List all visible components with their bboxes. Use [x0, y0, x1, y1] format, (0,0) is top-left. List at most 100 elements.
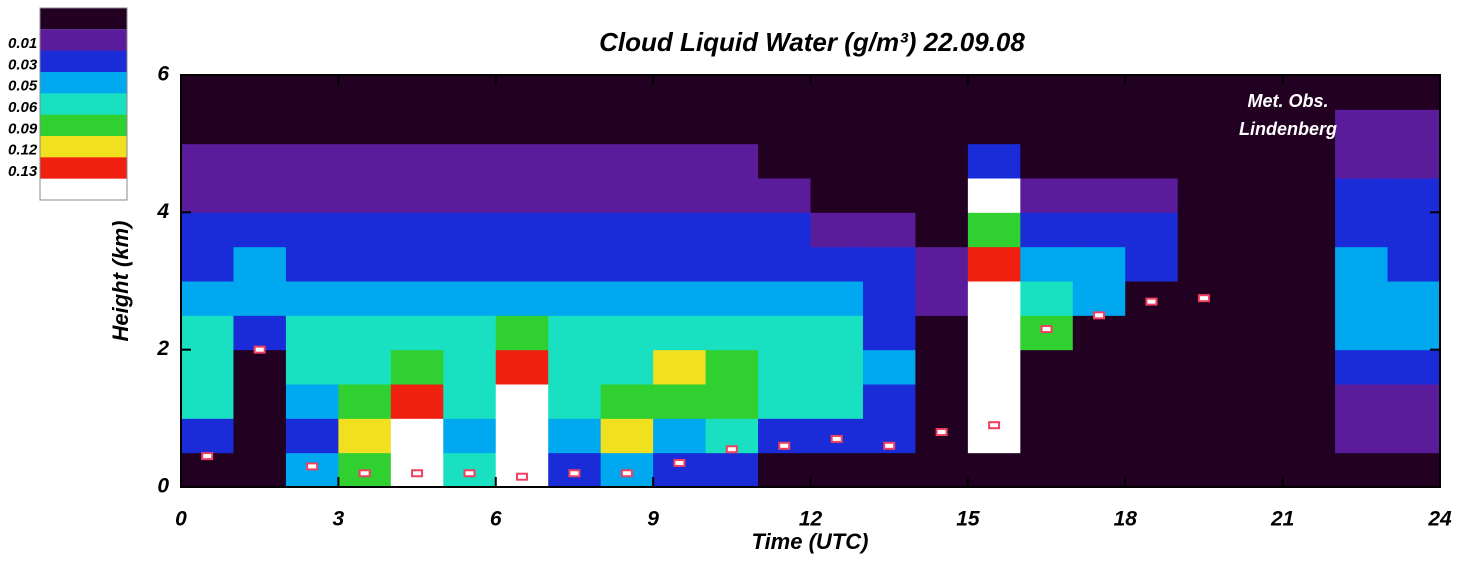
heat-cell — [1072, 109, 1126, 145]
heat-cell — [810, 349, 864, 385]
colorbar-band — [40, 93, 127, 116]
heat-cell — [705, 109, 759, 145]
colorbar-band — [40, 157, 127, 180]
heat-cell — [1072, 281, 1126, 316]
heat-cell — [390, 178, 444, 213]
heat-cell — [233, 212, 287, 248]
heat-cell — [443, 178, 497, 213]
heat-cell — [1072, 452, 1126, 488]
heat-cell — [1177, 384, 1231, 419]
heat-cell — [1020, 178, 1074, 213]
heat-cell — [862, 109, 916, 145]
heat-cell — [1387, 109, 1441, 145]
heat-cell — [1387, 178, 1441, 213]
colorbar-label: 0.06 — [8, 99, 38, 116]
heat-cell — [390, 384, 444, 419]
heat-cell — [390, 212, 444, 248]
heat-cell — [653, 109, 707, 145]
heat-cell — [1230, 349, 1284, 385]
heat-cell — [1125, 246, 1179, 282]
heat-cell — [338, 143, 392, 179]
heat-cell — [600, 349, 654, 385]
heat-cell — [1125, 384, 1179, 419]
heat-cell — [285, 178, 339, 213]
cloud-base-marker — [935, 428, 948, 437]
heat-cell — [548, 75, 602, 110]
colorbar-frame — [39, 7, 128, 201]
heat-cell — [600, 281, 654, 316]
heat-cell — [495, 109, 549, 145]
heat-cell — [233, 349, 287, 385]
heat-cell — [967, 178, 1021, 213]
heat-cell — [1282, 75, 1336, 110]
cloud-base-marker — [358, 469, 371, 478]
heat-cell — [390, 418, 444, 454]
annotation: Met. Obs. — [1247, 91, 1328, 111]
heat-cell — [443, 315, 497, 351]
heat-cell — [653, 143, 707, 179]
colorbar-label: 0.12 — [8, 142, 38, 159]
heat-cell — [1072, 75, 1126, 110]
heat-cell — [1230, 178, 1284, 213]
heat-cell — [758, 75, 811, 110]
cloud-base-marker — [830, 434, 843, 443]
heat-cell — [233, 384, 287, 419]
heat-cell — [338, 246, 392, 282]
heat-cell — [967, 75, 1021, 110]
y-axis-label: Height (km) — [108, 221, 133, 342]
heat-cell — [862, 246, 916, 282]
heat-cell — [705, 349, 759, 385]
heat-cell — [443, 281, 497, 316]
heat-cell — [1282, 246, 1336, 282]
heat-cell — [810, 315, 864, 351]
heat-cell — [862, 178, 916, 213]
heat-cell — [1282, 315, 1336, 351]
heat-cell — [181, 384, 234, 419]
heat-cell — [653, 384, 707, 419]
heat-cell — [1125, 143, 1179, 179]
heat-cell — [758, 212, 811, 248]
heat-cell — [1387, 212, 1441, 248]
heat-cell — [390, 349, 444, 385]
heat-cell — [338, 212, 392, 248]
heat-cell — [495, 349, 549, 385]
colorbar-under — [40, 8, 127, 30]
heat-cell — [967, 281, 1021, 316]
heat-cell — [862, 315, 916, 351]
heat-cell — [758, 246, 811, 282]
heat-cell — [1387, 418, 1441, 454]
heat-cell — [443, 109, 497, 145]
heat-cell — [1020, 349, 1074, 385]
heat-cell — [915, 315, 969, 351]
heat-cell — [1177, 246, 1231, 282]
heat-cell — [1177, 143, 1231, 179]
heat-cell — [758, 315, 811, 351]
cloud-base-marker — [515, 472, 528, 481]
heat-cell — [233, 178, 287, 213]
heat-cell — [1230, 315, 1284, 351]
heat-cell — [1230, 143, 1284, 179]
heat-cell — [1335, 178, 1389, 213]
heat-cell — [1020, 418, 1074, 454]
heat-cell — [1335, 418, 1389, 454]
x-tick-label: 3 — [333, 508, 345, 531]
cloud-base-marker — [463, 469, 476, 478]
heat-cell — [705, 246, 759, 282]
heat-cell — [495, 281, 549, 316]
heat-cell — [338, 349, 392, 385]
heat-cell — [810, 178, 864, 213]
heat-cell — [705, 384, 759, 419]
heat-cell — [758, 452, 811, 488]
heat-cell — [181, 212, 234, 248]
heat-cell — [967, 384, 1021, 419]
heat-cell — [285, 246, 339, 282]
heat-cell — [1282, 349, 1336, 385]
heat-cell — [810, 281, 864, 316]
colorbar-band — [40, 50, 127, 73]
heat-cell — [810, 384, 864, 419]
chart-title: Cloud Liquid Water (g/m³) 22.09.08 — [599, 27, 1025, 57]
heat-cell — [862, 143, 916, 179]
heat-cell — [338, 418, 392, 454]
cloud-base-marker — [568, 469, 581, 478]
heat-cell — [758, 109, 811, 145]
